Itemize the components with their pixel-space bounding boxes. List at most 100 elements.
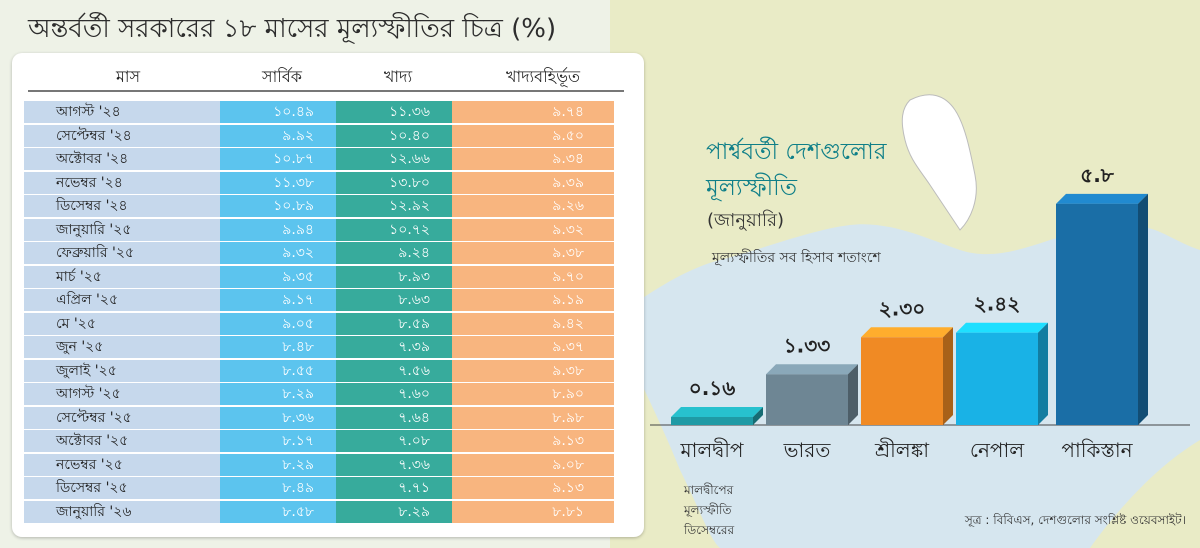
category-label: ভারত (783, 438, 832, 462)
chart-title-line2: মূল্যস্ফীতি (706, 175, 798, 201)
table-row: জানুয়ারি '২৫ ৯.৯৪ ১০.৭২ ৯.৩২ (24, 218, 614, 243)
nonfood-cell: ৯.৭৪ (452, 101, 614, 123)
table-row: সেপ্টেম্বর '২৪ ৯.৯২ ১০.৪০ ৯.৫০ (24, 124, 614, 149)
table-row: সেপ্টেম্বর '২৫ ৮.৩৬ ৭.৬৪ ৮.৯৮ (24, 406, 614, 431)
overall-cell: ৮.৫৫ (220, 359, 336, 382)
nonfood-cell: ৯.৫০ (452, 124, 614, 147)
chart-footnote: মালদ্বীপের মূল্যস্ফীতি ডিসেম্বরের (684, 480, 734, 540)
food-cell: ১০.৪০ (336, 124, 452, 147)
month-cell: জুন '২৫ (24, 336, 220, 358)
nonfood-cell: ৯.৩৮ (452, 359, 614, 382)
nonfood-cell: ৯.১৯ (452, 289, 614, 311)
table-row: ডিসেম্বর '২৪ ১০.৮৯ ১২.৯২ ৯.২৬ (24, 195, 614, 219)
food-cell: ৭.৬৪ (336, 406, 452, 429)
table-row: আগস্ট '২৪ ১০.৪৯ ১১.৩৬ ৯.৭৪ (24, 101, 614, 125)
month-cell: আগস্ট '২৪ (24, 101, 220, 123)
category-label: নেপাল (970, 438, 1025, 462)
overall-cell: ৯.৩৫ (220, 265, 336, 288)
month-cell: এপ্রিল '২৫ (24, 289, 220, 311)
food-cell: ৭.৩৬ (336, 453, 452, 476)
food-cell: ৭.৬০ (336, 383, 452, 405)
food-cell: ৮.৫৯ (336, 312, 452, 335)
food-cell: ৮.৯৩ (336, 265, 452, 288)
food-cell: ১১.৩৬ (336, 101, 452, 123)
bar-value-label: ২.৪২ (974, 292, 1021, 316)
nonfood-cell: ৮.৮১ (452, 500, 614, 523)
nonfood-cell: ৯.৪২ (452, 312, 614, 335)
table-row: জানুয়ারি '২৬ ৮.৫৮ ৮.২৯ ৮.৮১ (24, 500, 614, 525)
month-cell: ফেব্রুয়ারি '২৫ (24, 242, 220, 264)
food-cell: ৭.৫৬ (336, 359, 452, 382)
food-cell: ৯.২৪ (336, 242, 452, 264)
table-row: মে '২৫ ৯.০৫ ৮.৫৯ ৯.৪২ (24, 312, 614, 337)
overall-cell: ৮.১৭ (220, 430, 336, 452)
header-month: মাস (115, 67, 141, 86)
bar-side (943, 327, 953, 425)
food-cell: ৮.২৯ (336, 500, 452, 523)
category-label: পাকিস্তান (1061, 438, 1133, 462)
overall-cell: ১০.৪৯ (220, 101, 336, 123)
month-cell: জানুয়ারি '২৫ (24, 218, 220, 241)
bar-value-label: ০.১৬ (689, 376, 736, 400)
overall-cell: ৯.৯২ (220, 124, 336, 147)
nonfood-cell: ৮.৯০ (452, 383, 614, 405)
chart-title-line1: পার্শ্ববর্তী দেশগুলোর (706, 139, 887, 165)
nonfood-cell: ৯.৩৯ (452, 171, 614, 194)
month-cell: নভেম্বর '২৫ (24, 453, 220, 476)
overall-cell: ৮.৪৯ (220, 477, 336, 499)
header-overall: সার্বিক (262, 67, 302, 86)
nonfood-cell: ৮.৯৮ (452, 406, 614, 429)
overall-cell: ৮.৩৬ (220, 406, 336, 429)
table-row: অক্টোবর '২৪ ১০.৮৭ ১২.৬৬ ৯.৩৪ (24, 148, 614, 172)
table-row: ফেব্রুয়ারি '২৫ ৯.৩২ ৯.২৪ ৯.৩৮ (24, 242, 614, 266)
overall-cell: ৯.১৭ (220, 289, 336, 311)
bar-value-label: ১.৩৩ (784, 333, 831, 357)
month-cell: মার্চ '২৫ (24, 265, 220, 288)
bar-side (1138, 193, 1148, 425)
food-cell: ১০.৭২ (336, 218, 452, 241)
overall-cell: ১০.৮৯ (220, 195, 336, 217)
chart-unit-note: মূল্যস্ফীতির সব হিসাব শতাংশে (712, 250, 881, 266)
category-label: মালদ্বীপ (680, 438, 744, 462)
footnote-line: ডিসেম্বরের (684, 523, 735, 537)
page-title: অন্তর্বর্তী সরকারের ১৮ মাসের মূল্যস্ফীতি… (28, 14, 557, 44)
month-cell: আগস্ট '২৫ (24, 383, 220, 405)
source-note: সূত্র : বিবিএস, দেশগুলোর সংশ্লিষ্ট ওয়েব… (964, 513, 1186, 527)
table-row: জুন '২৫ ৮.৪৮ ৭.৩৯ ৯.৩৭ (24, 336, 614, 360)
table-row: এপ্রিল '২৫ ৯.১৭ ৮.৬৩ ৯.১৯ (24, 289, 614, 313)
month-cell: অক্টোবর '২৪ (24, 148, 220, 170)
table-row: অক্টোবর '২৫ ৮.১৭ ৭.০৮ ৯.১৩ (24, 430, 614, 454)
chart-subtitle: (জানুয়ারি) (707, 210, 784, 231)
header-food: খাদ্য (383, 67, 413, 86)
overall-cell: ১০.৮৭ (220, 148, 336, 170)
bar (1056, 203, 1138, 425)
bar-top (671, 407, 763, 417)
header-nonfood: খাদ্যবহির্ভূত (505, 67, 580, 86)
category-label: শ্রীলঙ্কা (874, 438, 930, 462)
nonfood-cell: ৯.৩৮ (452, 242, 614, 264)
table-row: আগস্ট '২৫ ৮.২৯ ৭.৬০ ৮.৯০ (24, 383, 614, 407)
month-cell: সেপ্টেম্বর '২৫ (24, 406, 220, 429)
bar (956, 332, 1038, 425)
food-cell: ৭.০৮ (336, 430, 452, 452)
bar-value-label: ২.৩০ (879, 296, 926, 320)
nonfood-cell: ৯.৩৪ (452, 148, 614, 170)
month-cell: অক্টোবর '২৫ (24, 430, 220, 452)
bar-top (956, 322, 1048, 333)
bar-value-label: ৫.৮ (1080, 163, 1115, 187)
bar-top (861, 327, 953, 338)
overall-cell: ৮.৫৮ (220, 500, 336, 523)
bar (766, 374, 848, 425)
table-row: জুলাই '২৫ ৮.৫৫ ৭.৫৬ ৯.৩৮ (24, 359, 614, 384)
food-cell: ৮.৬৩ (336, 289, 452, 311)
month-cell: ডিসেম্বর '২৫ (24, 477, 220, 499)
food-cell: ৭.৩৯ (336, 336, 452, 358)
overall-cell: ৯.০৫ (220, 312, 336, 335)
table-header: মাস সার্বিক খাদ্য খাদ্যবহির্ভূত (28, 60, 624, 92)
bar-side (1038, 322, 1048, 425)
month-cell: জুলাই '২৫ (24, 359, 220, 382)
bar-chart: ০.১৬ মালদ্বীপ ১.৩৩ ভারত ২.৩০ শ্রীলঙ্কা ২.৪২ নেপ… (650, 163, 1190, 462)
table-row: নভেম্বর '২৪ ১১.৩৮ ১৩.৮০ ৯.৩৯ (24, 171, 614, 196)
bar (861, 337, 943, 425)
footnote-line: মালদ্বীপের (684, 483, 734, 497)
